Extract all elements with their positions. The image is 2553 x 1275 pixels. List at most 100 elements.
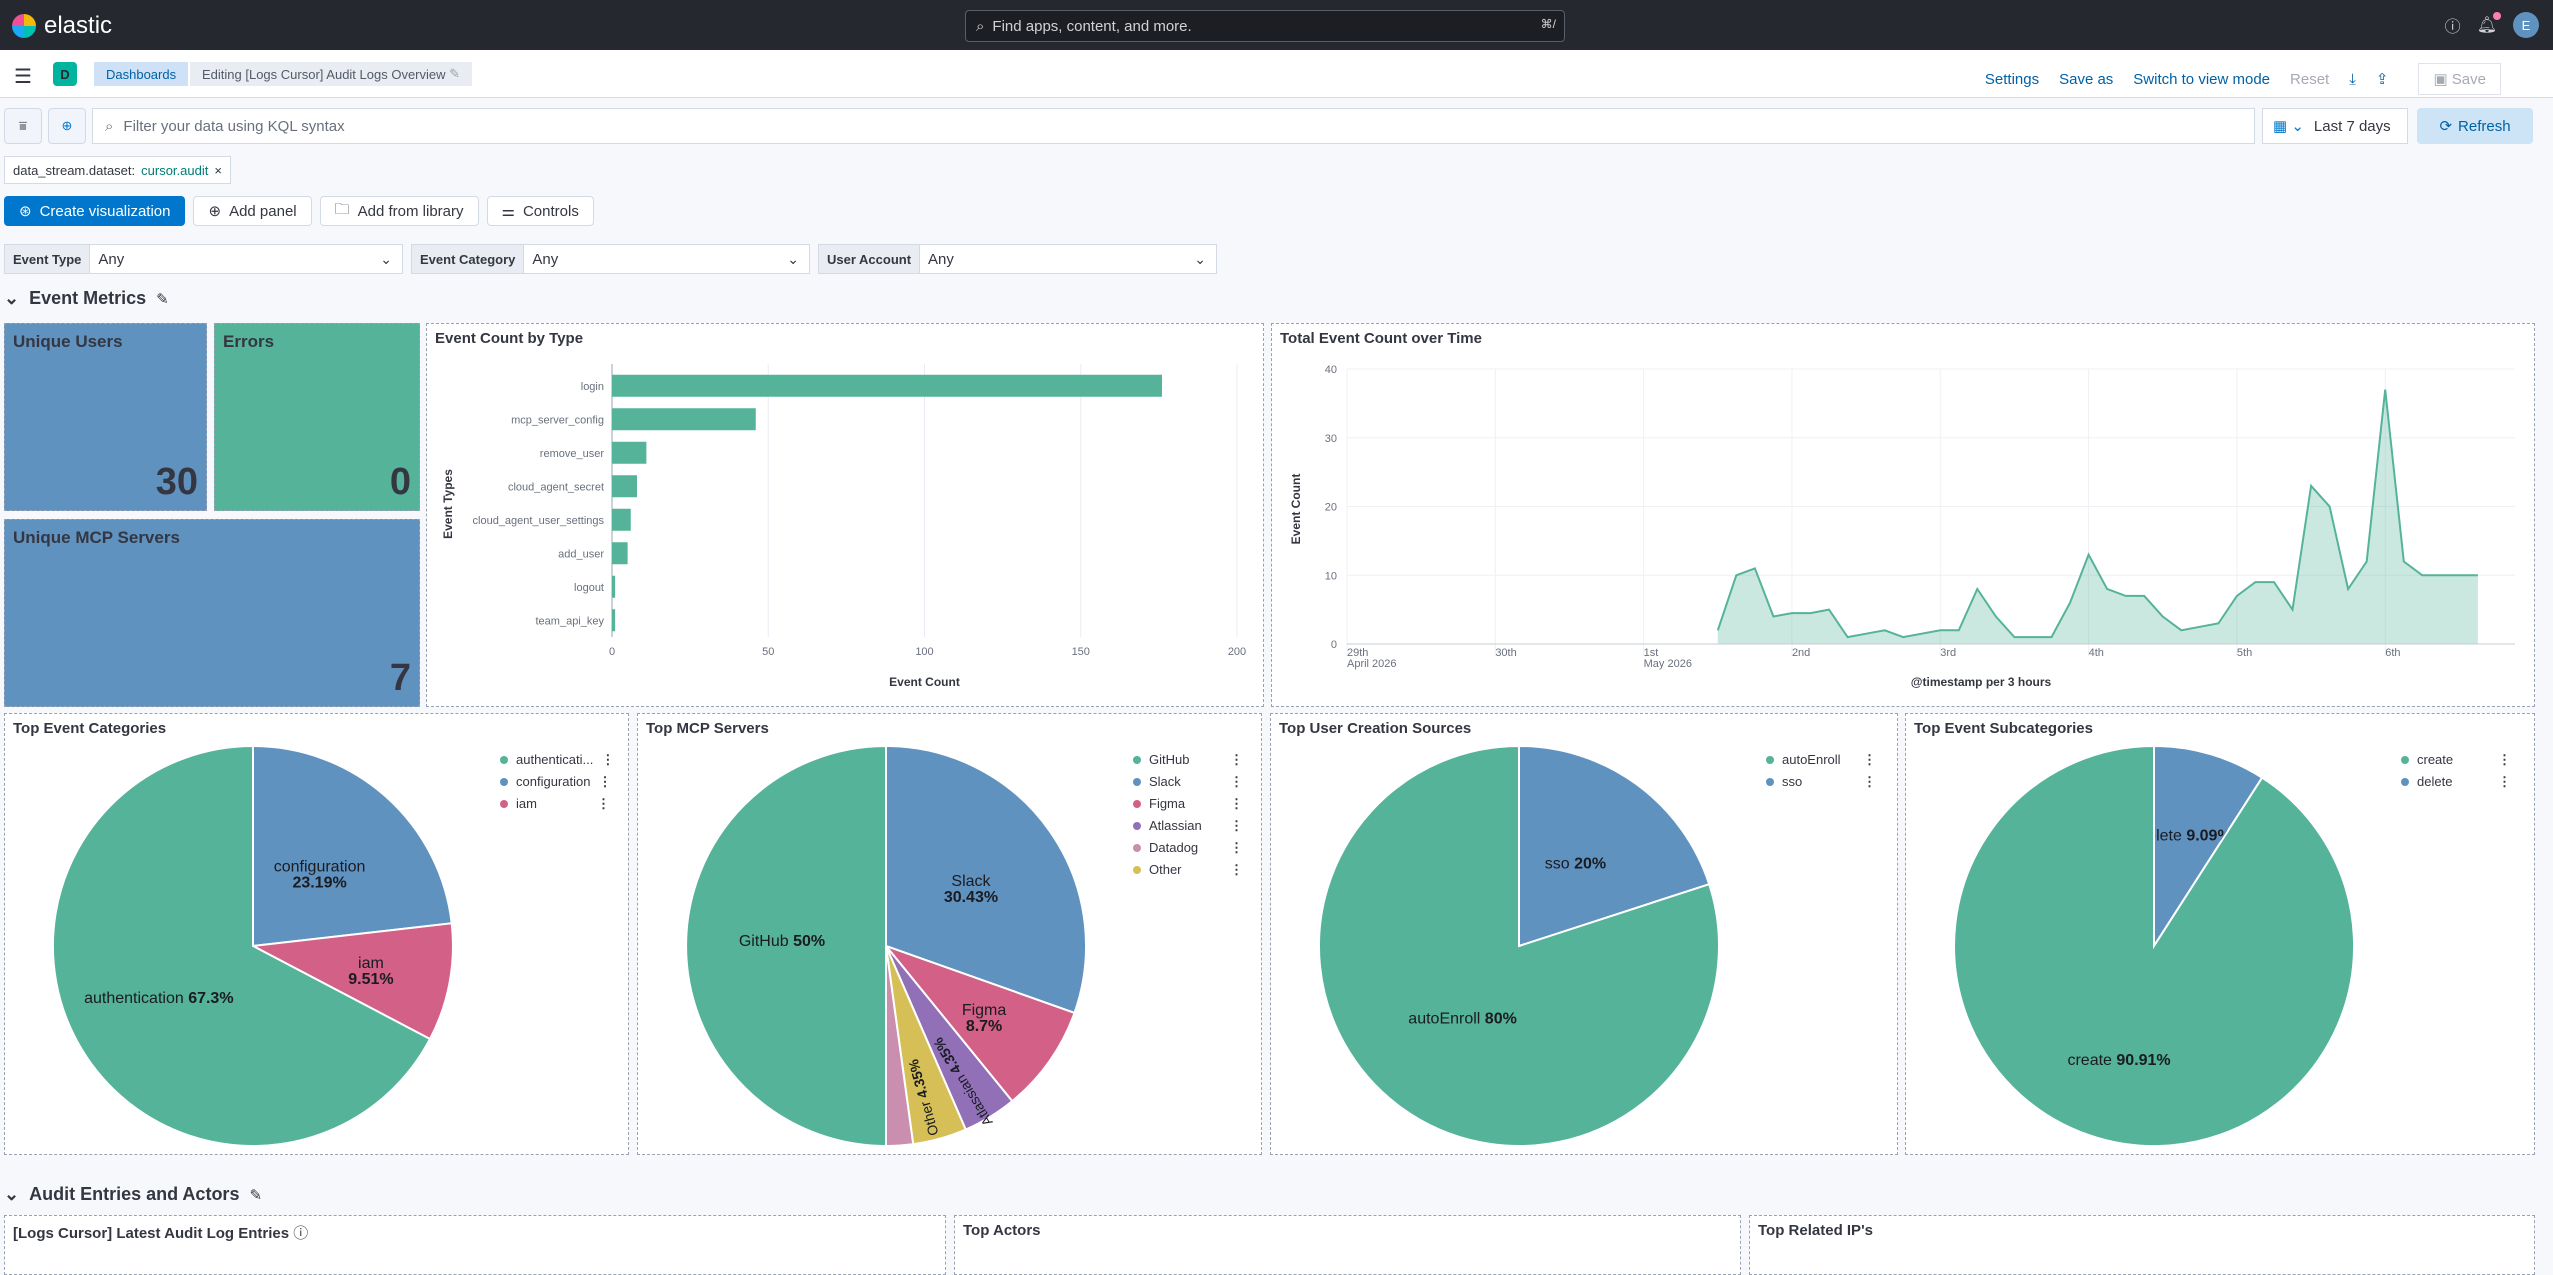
calendar-icon[interactable]: ▦ ⌄: [2273, 118, 2304, 135]
legend-actions-icon[interactable]: ⋮: [1230, 774, 1243, 789]
panel-top-user-creation-sources[interactable]: Top User Creation Sources sso 20% autoEnr…: [1270, 713, 1898, 1155]
create-visualization-label: Create visualization: [39, 202, 171, 220]
control-user-account[interactable]: User Account Any ⌄: [818, 244, 1217, 274]
pie-slice: [1518, 744, 1711, 948]
legend-swatch: [2401, 756, 2409, 764]
add-from-library-button[interactable]: 🗀︎ Add from library: [319, 196, 479, 226]
panel-event-count-by-type[interactable]: Event Count by Type 0 50 100 150 200 login mcp…: [426, 323, 1264, 707]
download-icon[interactable]: ⤓: [2349, 70, 2356, 88]
kql-search-input[interactable]: ⌕ Filter your data using KQL syntax: [92, 108, 2255, 144]
edit-section-icon[interactable]: ✎: [156, 290, 169, 308]
metric-unique-mcp-servers[interactable]: Unique MCP Servers 7: [4, 519, 420, 707]
panel-top-event-subcategories[interactable]: Top Event Subcategories delete 9.09% crea…: [1905, 713, 2535, 1155]
legend-item[interactable]: configuration ⋮: [500, 771, 612, 793]
elastic-logo[interactable]: elastic: [12, 12, 112, 40]
kql-placeholder: Filter your data using KQL syntax: [123, 117, 345, 135]
legend-item[interactable]: GitHub ⋮: [1133, 749, 1243, 771]
legend-actions-icon[interactable]: ⋮: [598, 774, 612, 789]
control-value[interactable]: Any: [98, 250, 125, 268]
reset-button[interactable]: Reset: [2290, 70, 2330, 88]
legend-swatch: [2401, 778, 2409, 786]
collapse-chevron-icon[interactable]: ⌄: [4, 1184, 20, 1204]
legend-actions-icon[interactable]: ⋮: [2498, 752, 2511, 767]
legend-item[interactable]: Atlassian ⋮: [1133, 815, 1243, 837]
legend-actions-icon[interactable]: ⋮: [1863, 752, 1876, 767]
legend-swatch: [1766, 756, 1774, 764]
panel-top-event-categories[interactable]: Top Event Categories configuration 23.19%…: [4, 713, 629, 1155]
legend-item[interactable]: iam ⋮: [500, 793, 610, 815]
legend-actions-icon[interactable]: ⋮: [597, 796, 610, 811]
control-event-category[interactable]: Event Category Any ⌄: [411, 244, 810, 274]
settings-button[interactable]: Settings: [1984, 70, 2040, 88]
control-value[interactable]: Any: [532, 250, 559, 268]
legend-item[interactable]: Datadog ⋮: [1133, 837, 1243, 859]
legend-item[interactable]: create ⋮: [2401, 749, 2511, 771]
global-search-input[interactable]: ⌕ Find apps, content, and more. ⌘/: [965, 10, 1565, 42]
y-tick-label: add_user: [558, 548, 604, 560]
hamburger-menu-icon[interactable]: ☰: [14, 66, 32, 88]
slice-label: sso 20%: [1545, 855, 1606, 872]
pie-slice: [51, 744, 432, 1147]
x-tick-label: 150: [1072, 646, 1090, 658]
chevron-down-icon[interactable]: ⌄: [1194, 250, 1206, 267]
pie-slice: [249, 922, 454, 1041]
legend-actions-icon[interactable]: ⋮: [1863, 774, 1876, 789]
slice-label: Slack 30.43%: [944, 873, 998, 906]
info-icon[interactable]: ⓘ: [293, 1225, 309, 1242]
add-panel-button[interactable]: ⊕ Add panel: [193, 196, 312, 226]
help-icon[interactable]: ⓘ: [2444, 19, 2461, 36]
create-visualization-button[interactable]: ⊛ Create visualization: [4, 196, 186, 226]
legend-actions-icon[interactable]: ⋮: [1230, 818, 1243, 833]
legend-item[interactable]: Other ⋮: [1133, 859, 1243, 881]
panel-top-related-ips[interactable]: Top Related IP's: [1749, 1215, 2535, 1275]
share-icon[interactable]: ⇪: [2375, 71, 2389, 88]
legend-item[interactable]: sso ⋮: [1766, 771, 1876, 793]
slice-label: iam 9.51%: [348, 955, 393, 988]
panel-top-actors[interactable]: Top Actors: [954, 1215, 1741, 1275]
time-range-label[interactable]: Last 7 days: [2313, 117, 2391, 135]
switch-to-view-mode-button[interactable]: Switch to view mode: [2133, 70, 2271, 88]
controls-button[interactable]: ⚌ Controls: [486, 196, 594, 226]
legend-actions-icon[interactable]: ⋮: [1230, 796, 1243, 811]
remove-filter-icon[interactable]: ×: [214, 162, 222, 178]
chevron-down-icon[interactable]: ⌄: [787, 250, 799, 267]
legend-item[interactable]: autoEnroll ⋮: [1766, 749, 1876, 771]
section-audit-entries[interactable]: ⌄ Audit Entries and Actors ✎: [4, 1184, 262, 1205]
legend-item[interactable]: delete ⋮: [2401, 771, 2511, 793]
add-filter-icon[interactable]: ⊕: [48, 108, 86, 144]
date-picker[interactable]: ▦ ⌄ Last 7 days: [2262, 108, 2408, 144]
user-avatar[interactable]: E: [2513, 12, 2539, 38]
legend-actions-icon[interactable]: ⋮: [1230, 840, 1243, 855]
save-button[interactable]: ▣ Save: [2418, 63, 2501, 95]
x-tick-label: 200: [1228, 646, 1246, 658]
legend-item[interactable]: Figma ⋮: [1133, 793, 1243, 815]
legend-actions-icon[interactable]: ⋮: [601, 752, 615, 767]
breadcrumb-dashboards[interactable]: Dashboards: [94, 62, 189, 86]
refresh-button[interactable]: ⟳ Refresh: [2417, 108, 2533, 144]
edit-section-icon[interactable]: ✎: [249, 1186, 263, 1204]
collapse-chevron-icon[interactable]: ⌄: [4, 288, 20, 308]
panel-top-mcp-servers[interactable]: Top MCP Servers Slack 30.43% Figma 8.7% Atla…: [637, 713, 1262, 1155]
filter-pill[interactable]: data_stream.dataset: cursor.audit ×: [4, 156, 231, 184]
legend-actions-icon[interactable]: ⋮: [1230, 752, 1243, 767]
control-value[interactable]: Any: [928, 250, 954, 268]
legend-actions-icon[interactable]: ⋮: [2498, 774, 2511, 789]
notifications-icon[interactable]: 🔔︎: [2476, 12, 2502, 34]
legend: create ⋮ delete ⋮: [2401, 749, 2511, 793]
filter-menu-icon[interactable]: ⩸: [4, 108, 42, 144]
section-event-metrics[interactable]: ⌄ Event Metrics ✎: [4, 288, 169, 309]
legend-actions-icon[interactable]: ⋮: [1230, 862, 1243, 877]
series-area: [1717, 389, 2478, 644]
metric-unique-users[interactable]: Unique Users 30: [4, 323, 207, 511]
edit-title-icon[interactable]: ✎: [449, 66, 461, 81]
panel-event-count-over-time[interactable]: Total Event Count over Time 0 10 20 30 40 29t…: [1271, 323, 2535, 707]
space-avatar[interactable]: D: [53, 62, 77, 86]
metric-errors[interactable]: Errors 0: [214, 323, 420, 511]
control-event-type[interactable]: Event Type Any ⌄: [4, 244, 403, 274]
legend-item[interactable]: Slack ⋮: [1133, 771, 1243, 793]
chevron-down-icon[interactable]: ⌄: [380, 250, 392, 267]
x-tick-label: 4th: [2089, 647, 2104, 659]
panel-latest-audit-entries[interactable]: [Logs Cursor] Latest Audit Log Entries ⓘ: [4, 1215, 946, 1275]
legend-item[interactable]: authenticati... ⋮: [500, 749, 614, 771]
save-as-button[interactable]: Save as: [2059, 70, 2114, 88]
